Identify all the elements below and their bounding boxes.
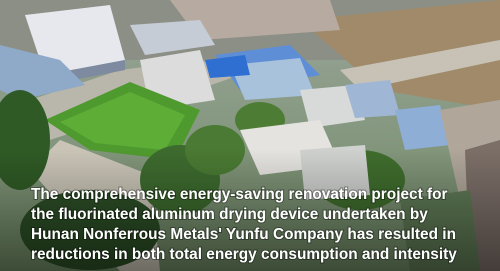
caption-line: the fluorinated aluminum drying device u…	[31, 206, 428, 223]
caption-line: reductions in both total energy consumpt…	[31, 246, 457, 263]
page: The comprehensive energy-saving renovati…	[0, 0, 500, 271]
caption-line: Hunan Nonferrous Metals' Yunfu Company h…	[31, 226, 456, 243]
caption-line: The comprehensive energy-saving renovati…	[31, 186, 448, 203]
photo: The comprehensive energy-saving renovati…	[0, 0, 500, 271]
